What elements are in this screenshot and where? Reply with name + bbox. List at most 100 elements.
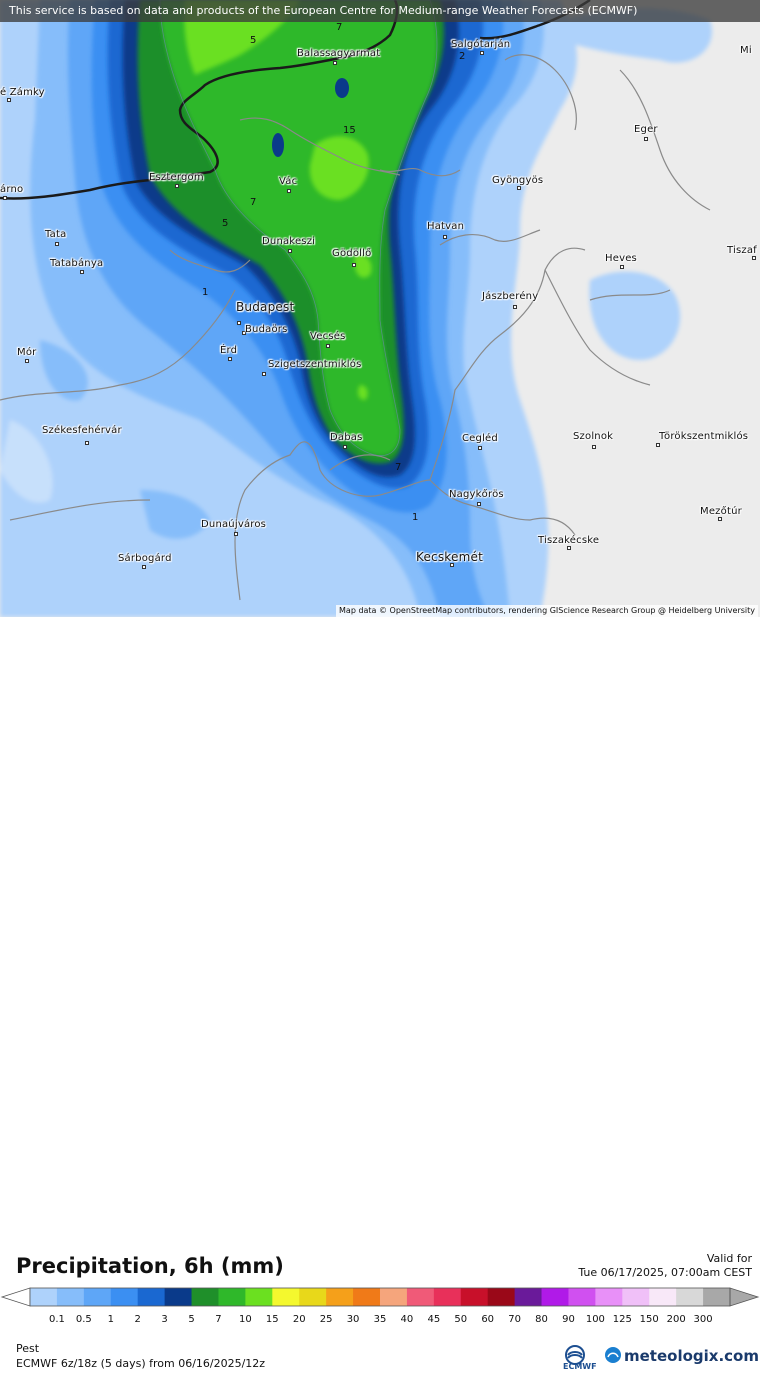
- city-marker: [644, 137, 648, 141]
- city-label-zamky: é Zámky: [0, 87, 45, 98]
- legend-tick-label: 30: [346, 1314, 360, 1325]
- city-label-szekesfehervar: Székesfehérvár: [42, 425, 122, 436]
- contour-label: 7: [250, 197, 257, 208]
- city-label-tatabanya: Tatabánya: [50, 258, 104, 269]
- city-label-arno: árno: [0, 184, 24, 195]
- city-marker: [262, 372, 266, 376]
- city-marker: [592, 445, 596, 449]
- city-label-balassagyarmat: Balassagyarmat: [297, 48, 381, 59]
- legend-tick-label: 40: [400, 1314, 414, 1325]
- city-marker: [25, 359, 29, 363]
- map-attribution[interactable]: Map data © OpenStreetMap contributors, r…: [336, 605, 758, 617]
- legend-swatch: [460, 1288, 489, 1306]
- map-title: Precipitation, 6h (mm): [16, 1254, 284, 1278]
- legend-swatch: [56, 1288, 85, 1306]
- legend-tick-label: 2: [134, 1314, 141, 1325]
- city-label-eger: Eger: [634, 124, 658, 135]
- legend-tick-label: 3: [161, 1314, 168, 1325]
- city-marker: [478, 446, 482, 450]
- precipitation-legend-bar: [0, 1287, 760, 1307]
- legend-tick-label: 80: [535, 1314, 548, 1325]
- city-marker: [326, 344, 330, 348]
- city-marker: [752, 256, 756, 260]
- city-marker: [517, 186, 521, 190]
- city-marker: [718, 517, 722, 521]
- city-label-tiszakecske: Tiszakécske: [538, 535, 600, 546]
- legend-swatch: [299, 1288, 327, 1306]
- city-marker: [237, 321, 241, 325]
- legend-swatch: [514, 1288, 543, 1306]
- legend-swatch: [676, 1288, 704, 1306]
- city-label-godollo: Gödöllő: [332, 248, 372, 259]
- map-canvas: [0, 0, 760, 617]
- legend-tick-label: 1: [107, 1314, 114, 1325]
- city-marker: [343, 445, 347, 449]
- legend-swatch: [487, 1288, 516, 1306]
- city-marker: [567, 546, 571, 550]
- contour-label: 2: [459, 51, 466, 62]
- city-marker: [80, 270, 84, 274]
- precipitation-map: This service is based on data and produc…: [0, 0, 760, 617]
- city-label-salgotarjan: Salgótarján: [451, 39, 511, 50]
- city-marker: [620, 265, 624, 269]
- city-label-kecskemet: Kecskemét: [416, 550, 483, 564]
- city-marker: [480, 51, 484, 55]
- legend-swatch: [353, 1288, 381, 1306]
- city-label-mi: Mi: [740, 45, 752, 56]
- legend-swatch: [622, 1288, 650, 1306]
- legend-swatch: [433, 1288, 462, 1306]
- city-marker: [352, 263, 356, 267]
- legend-tick-label: 0.5: [75, 1314, 92, 1325]
- city-label-mor: Mór: [17, 347, 37, 358]
- city-label-tiszaf: Tiszaf: [727, 245, 757, 256]
- contour-label: 5: [250, 35, 257, 46]
- city-marker: [85, 441, 89, 445]
- city-marker: [175, 184, 179, 188]
- legend-tick-label: 125: [612, 1314, 632, 1325]
- meteologix-brand[interactable]: meteologix.com: [624, 1347, 759, 1365]
- map-footer: Precipitation, 6h (mm) Valid for Tue 06/…: [0, 617, 760, 1371]
- legend-tick-label: 0.1: [48, 1314, 65, 1325]
- contour-label: 5: [222, 218, 229, 229]
- contour-label: 15: [343, 125, 356, 136]
- contour-label: 1: [202, 287, 209, 298]
- city-marker: [513, 305, 517, 309]
- contour-label: 7: [336, 22, 343, 33]
- legend-tick-label: 200: [666, 1314, 686, 1325]
- city-marker: [234, 532, 238, 536]
- ecmwf-notice-banner: This service is based on data and produc…: [0, 0, 760, 22]
- city-marker: [242, 331, 246, 335]
- legend-swatch: [137, 1288, 166, 1306]
- legend-left-arrow: [0, 1287, 31, 1307]
- city-marker: [55, 242, 59, 246]
- legend-swatch: [83, 1288, 112, 1306]
- meteologix-logo-icon: [605, 1347, 621, 1363]
- legend-swatch: [218, 1288, 246, 1306]
- city-marker: [656, 443, 660, 447]
- precip-10-area: [160, 0, 437, 456]
- city-label-vac: Vác: [279, 176, 298, 187]
- city-label-torokszentmiklos: Törökszentmiklós: [659, 431, 749, 442]
- legend-right-arrow: [729, 1287, 760, 1307]
- city-label-nagykoros: Nagykőrös: [449, 489, 504, 500]
- city-label-dunakeszi: Dunakeszi: [262, 236, 316, 247]
- city-label-erd: Érd: [220, 345, 238, 356]
- city-marker: [228, 357, 232, 361]
- valid-for-label: Valid for: [706, 1252, 752, 1265]
- city-marker: [287, 189, 291, 193]
- legend-tick-label: 5: [188, 1314, 195, 1325]
- legend-swatch: [272, 1288, 300, 1306]
- city-marker: [333, 61, 337, 65]
- city-label-mezotur: Mezőtúr: [700, 506, 742, 517]
- legend-tick-label: 10: [239, 1314, 252, 1325]
- city-label-jaszbereny: Jászberény: [482, 291, 539, 302]
- location-name: Pest: [16, 1342, 40, 1355]
- ecmwf-logo-label: ECMWF: [563, 1362, 597, 1371]
- city-label-tata: Tata: [45, 229, 67, 240]
- legend-swatch: [541, 1288, 569, 1306]
- city-label-heves: Heves: [605, 253, 637, 264]
- contour-label: 7: [395, 462, 402, 473]
- city-marker: [477, 502, 481, 506]
- city-marker: [142, 565, 146, 569]
- legend-tick-label: 45: [427, 1314, 441, 1325]
